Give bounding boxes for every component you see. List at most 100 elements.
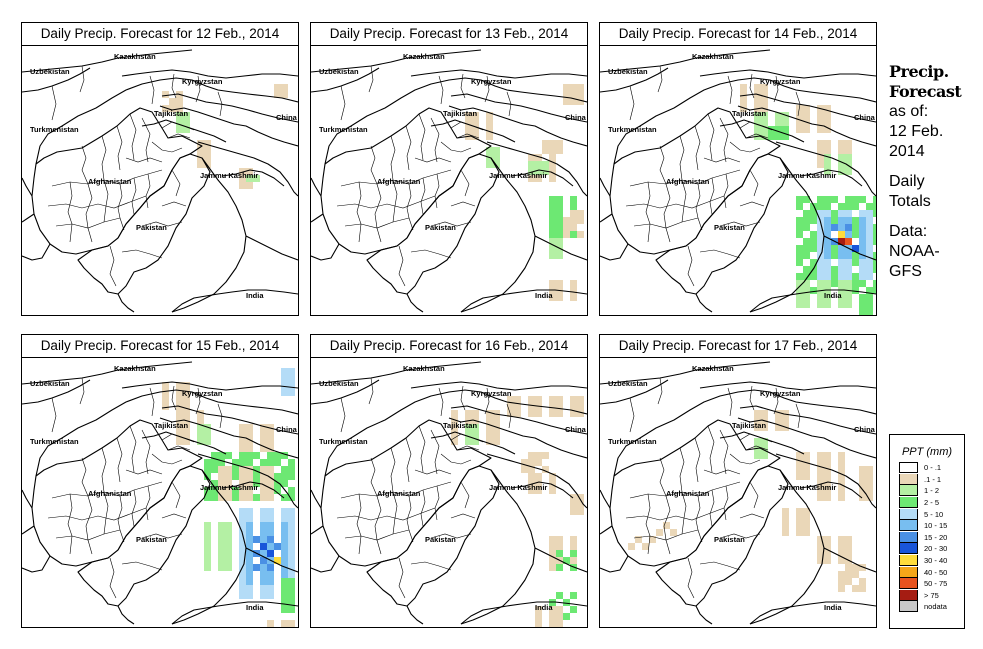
- precip-cell: [211, 459, 218, 466]
- precip-cell: [556, 403, 563, 410]
- precip-cell: [803, 452, 810, 459]
- precip-cell: [535, 161, 542, 168]
- country-boundary: [600, 361, 771, 385]
- country-boundary: [737, 417, 876, 459]
- info-totals-line1: Daily: [889, 173, 925, 190]
- precip-cell: [218, 564, 225, 571]
- precip-cell: [817, 301, 824, 308]
- precip-cell: [542, 140, 549, 147]
- precip-cell: [232, 494, 239, 501]
- precip-cell: [845, 571, 852, 578]
- country-boundary: [799, 481, 863, 499]
- legend-swatch: [899, 589, 918, 601]
- precip-cell: [824, 494, 831, 501]
- precip-cell: [845, 301, 852, 308]
- precip-map: Kazakhstan Uzbekistan Kyrgyzstan Tajikistan…: [22, 46, 298, 315]
- precip-cell: [281, 473, 288, 480]
- precip-cell: [838, 238, 845, 245]
- precip-cell: [528, 466, 535, 473]
- precip-cell: [281, 592, 288, 599]
- precip-cell: [577, 84, 584, 91]
- precip-cell: [176, 424, 183, 431]
- precip-cell: [570, 606, 577, 613]
- country-boundary: [600, 243, 629, 261]
- precip-cell: [866, 287, 873, 294]
- precip-cell: [838, 217, 845, 224]
- country-boundary: [77, 153, 211, 295]
- country-boundary: [460, 157, 536, 313]
- precip-cell: [796, 515, 803, 522]
- precip-cell: [796, 112, 803, 119]
- province-boundary: [645, 493, 651, 555]
- legend-swatch: [899, 566, 918, 578]
- precip-cell: [204, 529, 211, 536]
- precip-cell: [824, 161, 831, 168]
- precip-cell: [761, 84, 768, 91]
- precip-cell: [260, 564, 267, 571]
- province-boundary: [430, 221, 472, 227]
- precip-cell: [549, 557, 556, 564]
- precip-cell: [197, 140, 204, 147]
- precip-cell: [239, 508, 246, 515]
- precip-cell: [486, 410, 493, 417]
- place-label: Kyrgyzstan: [471, 77, 512, 86]
- precip-cell: [796, 245, 803, 252]
- province-boundary: [340, 481, 452, 499]
- precip-cell: [183, 119, 190, 126]
- precip-cell: [176, 98, 183, 105]
- country-boundary: [141, 431, 227, 455]
- precip-cell: [866, 231, 873, 238]
- precip-cell: [845, 161, 852, 168]
- precip-cell: [577, 396, 584, 403]
- precip-cell: [796, 459, 803, 466]
- forecast-info: Precip. Forecast as of: 12 Feb. 2014 Dai…: [889, 62, 981, 282]
- precip-cell: [253, 564, 260, 571]
- precip-cell: [845, 294, 852, 301]
- precip-cell: [824, 280, 831, 287]
- place-label: China: [854, 425, 876, 434]
- province-boundary: [103, 491, 109, 535]
- precip-cell: [183, 382, 190, 389]
- precip-cell: [549, 620, 556, 627]
- precip-cell: [246, 459, 253, 466]
- precip-cell: [528, 175, 535, 182]
- precip-cell: [859, 238, 866, 245]
- province-boundary: [149, 75, 155, 105]
- precip-cell: [493, 147, 500, 154]
- precip-cell: [831, 245, 838, 252]
- precip-cell: [246, 585, 253, 592]
- place-label: India: [824, 603, 842, 612]
- province-boundary: [125, 469, 163, 475]
- precip-cell: [838, 571, 845, 578]
- precip-cell: [831, 273, 838, 280]
- precip-cell: [859, 280, 866, 287]
- precip-cell: [824, 238, 831, 245]
- precip-cell: [577, 91, 584, 98]
- precip-cell: [267, 452, 274, 459]
- precip-cell: [570, 592, 577, 599]
- precip-cell: [824, 487, 831, 494]
- precip-cell: [838, 550, 845, 557]
- precip-cell: [288, 522, 295, 529]
- precip-cell: [810, 259, 817, 266]
- country-boundary: [655, 465, 789, 607]
- precip-cell: [754, 424, 761, 431]
- place-label: Afghanistan: [666, 177, 710, 186]
- precip-cell: [288, 459, 295, 466]
- precip-cell: [204, 147, 211, 154]
- precip-cell: [281, 466, 288, 473]
- precip-cell: [486, 161, 493, 168]
- precip-cell: [288, 375, 295, 382]
- precip-cell: [281, 557, 288, 564]
- precip-cell: [817, 119, 824, 126]
- precip-cell: [563, 224, 570, 231]
- precip-cell: [852, 252, 859, 259]
- country-boundary: [311, 525, 324, 535]
- province-boundary: [663, 495, 671, 555]
- precip-cell: [866, 217, 873, 224]
- province-lines: [625, 377, 801, 599]
- country-boundary: [161, 93, 298, 123]
- precip-cell: [169, 105, 176, 112]
- precip-cell: [267, 543, 274, 550]
- country-boundary: [22, 525, 35, 535]
